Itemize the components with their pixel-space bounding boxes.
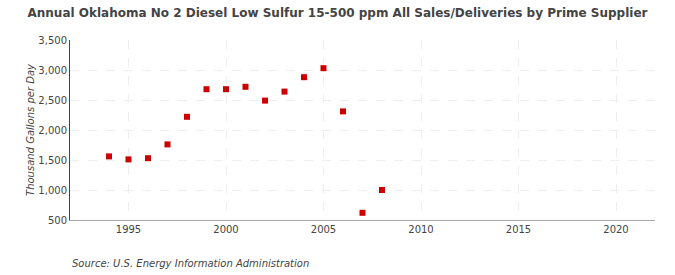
- svg-text:500: 500: [48, 215, 67, 226]
- svg-text:2,500: 2,500: [38, 95, 67, 106]
- svg-text:2015: 2015: [506, 224, 531, 235]
- svg-text:1,000: 1,000: [38, 185, 67, 196]
- svg-text:3,000: 3,000: [38, 65, 67, 76]
- svg-text:Thousand Gallons per Day: Thousand Gallons per Day: [25, 63, 36, 196]
- svg-text:2020: 2020: [603, 224, 628, 235]
- svg-text:2010: 2010: [408, 224, 433, 235]
- svg-text:2000: 2000: [213, 224, 238, 235]
- svg-text:Source: U.S. Energy Informatio: Source: U.S. Energy Information Administ…: [72, 258, 309, 269]
- svg-text:3,500: 3,500: [38, 35, 67, 46]
- svg-text:1995: 1995: [116, 224, 141, 235]
- svg-text:1,500: 1,500: [38, 155, 67, 166]
- svg-text:Annual Oklahoma No 2 Diesel Lo: Annual Oklahoma No 2 Diesel Low Sulfur 1…: [28, 6, 648, 20]
- svg-text:2005: 2005: [311, 224, 336, 235]
- svg-text:2,000: 2,000: [38, 125, 67, 136]
